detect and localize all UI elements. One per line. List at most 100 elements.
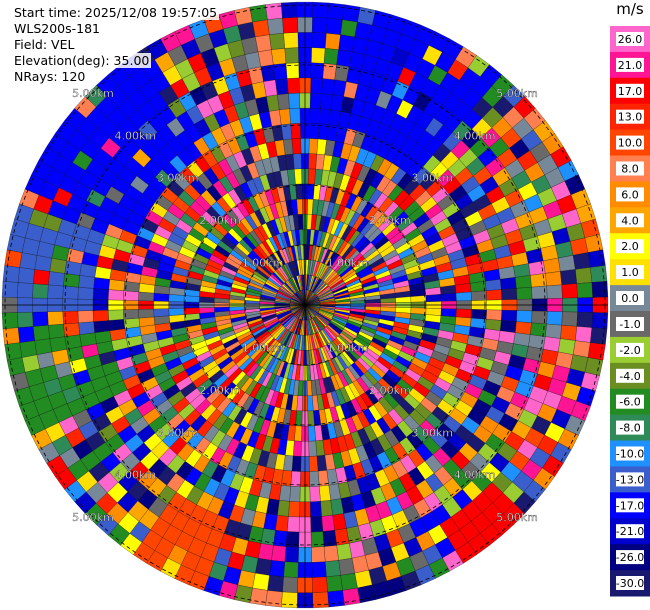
velocity-gate [289,107,301,124]
velocity-gate [32,283,49,299]
colorbar-tick-bg [616,109,644,124]
velocity-gate [283,561,299,578]
velocity-gate [255,34,272,52]
velocity-gate [576,312,593,328]
colorbar-tick-label: -30.0 [616,577,644,590]
velocity-gate [528,260,546,276]
colorbar-tick-label: 10.0 [618,137,643,150]
velocity-gate [325,560,341,577]
colorbar-tick-bg [616,368,644,383]
colorbar-tick-bg [616,213,644,228]
range-ring-label: 3.00km [412,426,454,439]
velocity-gate [326,17,343,35]
velocity-gate [285,531,300,548]
range-ring-label: 5.00km [72,511,114,524]
velocity-gate [265,2,283,20]
velocity-gate [485,279,502,291]
range-ring-label: 5.00km [72,87,114,100]
range-ring-label: 1.00km [242,341,284,354]
colorbar-tick-label: -13.0 [616,473,644,486]
velocity-gate [572,340,591,358]
velocity-gate [271,545,287,562]
velocity-gate [281,591,298,609]
colorbar-tick-bg [616,135,644,150]
colorbar-tick-bg [616,317,644,331]
velocity-gate [543,257,561,274]
velocity-gate [312,17,328,34]
velocity-gate [183,307,200,315]
velocity-gate [288,501,300,518]
velocity-gate [560,325,577,341]
range-ring-label: 5.00km [496,87,538,100]
velocity-gate [308,153,318,170]
velocity-gate [590,265,608,283]
velocity-gate [249,587,268,606]
velocity-gate [92,310,109,322]
velocity-gate [342,587,361,606]
velocity-gate [296,198,303,215]
velocity-gate [308,138,319,155]
velocity-gate [587,249,606,268]
velocity-gate [2,327,20,345]
velocity-gate [273,530,288,547]
velocity-gate [312,576,328,593]
velocity-gate [284,47,299,64]
velocity-gate [338,558,355,576]
colorbar-tick-bg [616,265,644,280]
colorbar-tick-label: -6.0 [619,396,640,409]
velocity-gate [78,321,95,335]
velocity-gate [92,288,109,300]
velocity-gate [93,277,110,290]
velocity-gate [576,282,593,298]
field-label: Field: VEL [12,37,77,52]
velocity-gate [282,576,298,593]
colorbar-tick-bg [616,342,644,357]
velocity-gate [308,425,316,442]
velocity-gate [267,17,284,35]
velocity-gate [273,63,288,80]
velocity-gate [32,311,49,327]
velocity-gate [309,486,321,503]
velocity-gate [545,271,562,287]
range-ring-label: 2.00km [199,214,241,227]
velocity-gate [33,269,50,285]
velocity-gate [561,311,578,327]
velocity-gate [107,289,124,301]
velocity-gate [307,395,314,412]
colorbar-tick-bg [616,161,644,176]
velocity-gate [292,440,302,457]
colorbar-tick-label: 0.0 [621,292,639,305]
range-ring-label: 1.00km [242,257,284,270]
velocity-gate [289,486,301,503]
velocity-gate [252,572,270,591]
start-time-label: Start time: 2025/12/08 19:57:05 [12,5,220,20]
velocity-gate [4,249,23,268]
velocity-gate [260,64,276,82]
colorbar-tick-bg [616,576,644,590]
velocity-gate [310,92,322,109]
velocity-gate [48,271,65,287]
velocity-gate [321,515,335,532]
velocity-gate [325,33,341,50]
velocity-gate [33,325,50,341]
range-ring-label: 4.00km [115,469,157,482]
ppi-velocity-plot: 1.00km 1.00km 1.00km 1.00km 2.00km 2.00km 2.00… [1,1,609,609]
velocity-gate [560,269,577,285]
velocity-gate [326,575,343,593]
colorbar-tick-label: 1.0 [621,266,639,279]
colorbar-unit-label: m/s [616,0,644,18]
range-ring-label: 3.00km [412,172,454,185]
velocity-gate [291,138,302,155]
nrays-label: NRays: 120 [12,69,88,84]
colorbar-tick-label: 4.0 [621,214,639,227]
velocity-gate [440,292,457,302]
range-ring-label: 4.00km [115,129,157,142]
velocity-gate [19,252,38,270]
colorbar-tick-label: 17.0 [618,85,643,98]
station-label: WLS200s-181 [12,21,102,36]
velocity-gate [198,307,215,314]
colorbar-tick-label: -10.0 [616,448,644,461]
range-ring-label: 1.00km [327,257,369,270]
velocity-gate [340,19,358,38]
velocity-gate [322,530,337,547]
